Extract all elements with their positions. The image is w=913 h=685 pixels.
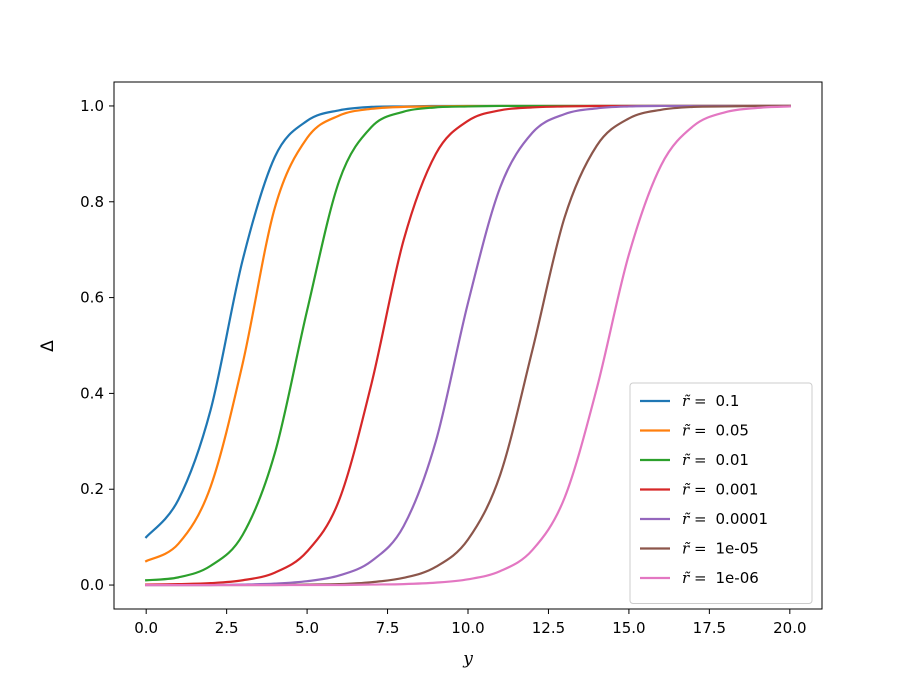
y-axis: 0.0 0.2 0.4 0.6 0.8 1.0 bbox=[80, 97, 114, 594]
x-tick-label: 15.0 bbox=[612, 619, 645, 637]
x-tick-label: 20.0 bbox=[773, 619, 806, 637]
y-tick-label: 0.4 bbox=[80, 384, 104, 402]
y-tick-label: 1.0 bbox=[80, 97, 104, 115]
y-tick-label: 0.8 bbox=[80, 193, 104, 211]
legend-box bbox=[629, 382, 813, 604]
legend-label: r̃ = 1e-05 bbox=[682, 540, 759, 558]
x-tick-label: 5.0 bbox=[295, 619, 319, 637]
legend-label: r̃ = 0.001 bbox=[682, 481, 758, 499]
legend-label: r̃ = 1e-06 bbox=[682, 569, 759, 587]
series-line-6 bbox=[145, 105, 791, 587]
series-layer bbox=[144, 104, 791, 587]
y-tick-label: 0.2 bbox=[80, 480, 104, 498]
x-tick-label: 10.0 bbox=[451, 619, 484, 637]
y-axis-label: Δ bbox=[38, 340, 58, 352]
x-axis: 0.0 2.5 5.0 7.5 10.0 12.5 15.0 17.5 20.0 bbox=[134, 609, 807, 637]
x-tick-label: 0.0 bbox=[134, 619, 158, 637]
legend: r̃ = 0.1 r̃ = 0.05 r̃ = 0.01 r̃ = 0.001 r̃ = 0.00… bbox=[629, 382, 813, 604]
legend-label: r̃ = 0.0001 bbox=[682, 510, 768, 528]
x-axis-label: y bbox=[462, 649, 473, 669]
y-tick-label: 0.6 bbox=[80, 289, 104, 307]
legend-label: r̃ = 0.05 bbox=[682, 422, 749, 440]
x-tick-label: 17.5 bbox=[693, 619, 726, 637]
x-tick-label: 7.5 bbox=[376, 619, 400, 637]
x-tick-label: 2.5 bbox=[215, 619, 239, 637]
legend-label: r̃ = 0.1 bbox=[682, 392, 739, 410]
x-tick-label: 12.5 bbox=[532, 619, 565, 637]
legend-label: r̃ = 0.01 bbox=[682, 451, 749, 469]
y-tick-label: 0.0 bbox=[80, 576, 104, 594]
